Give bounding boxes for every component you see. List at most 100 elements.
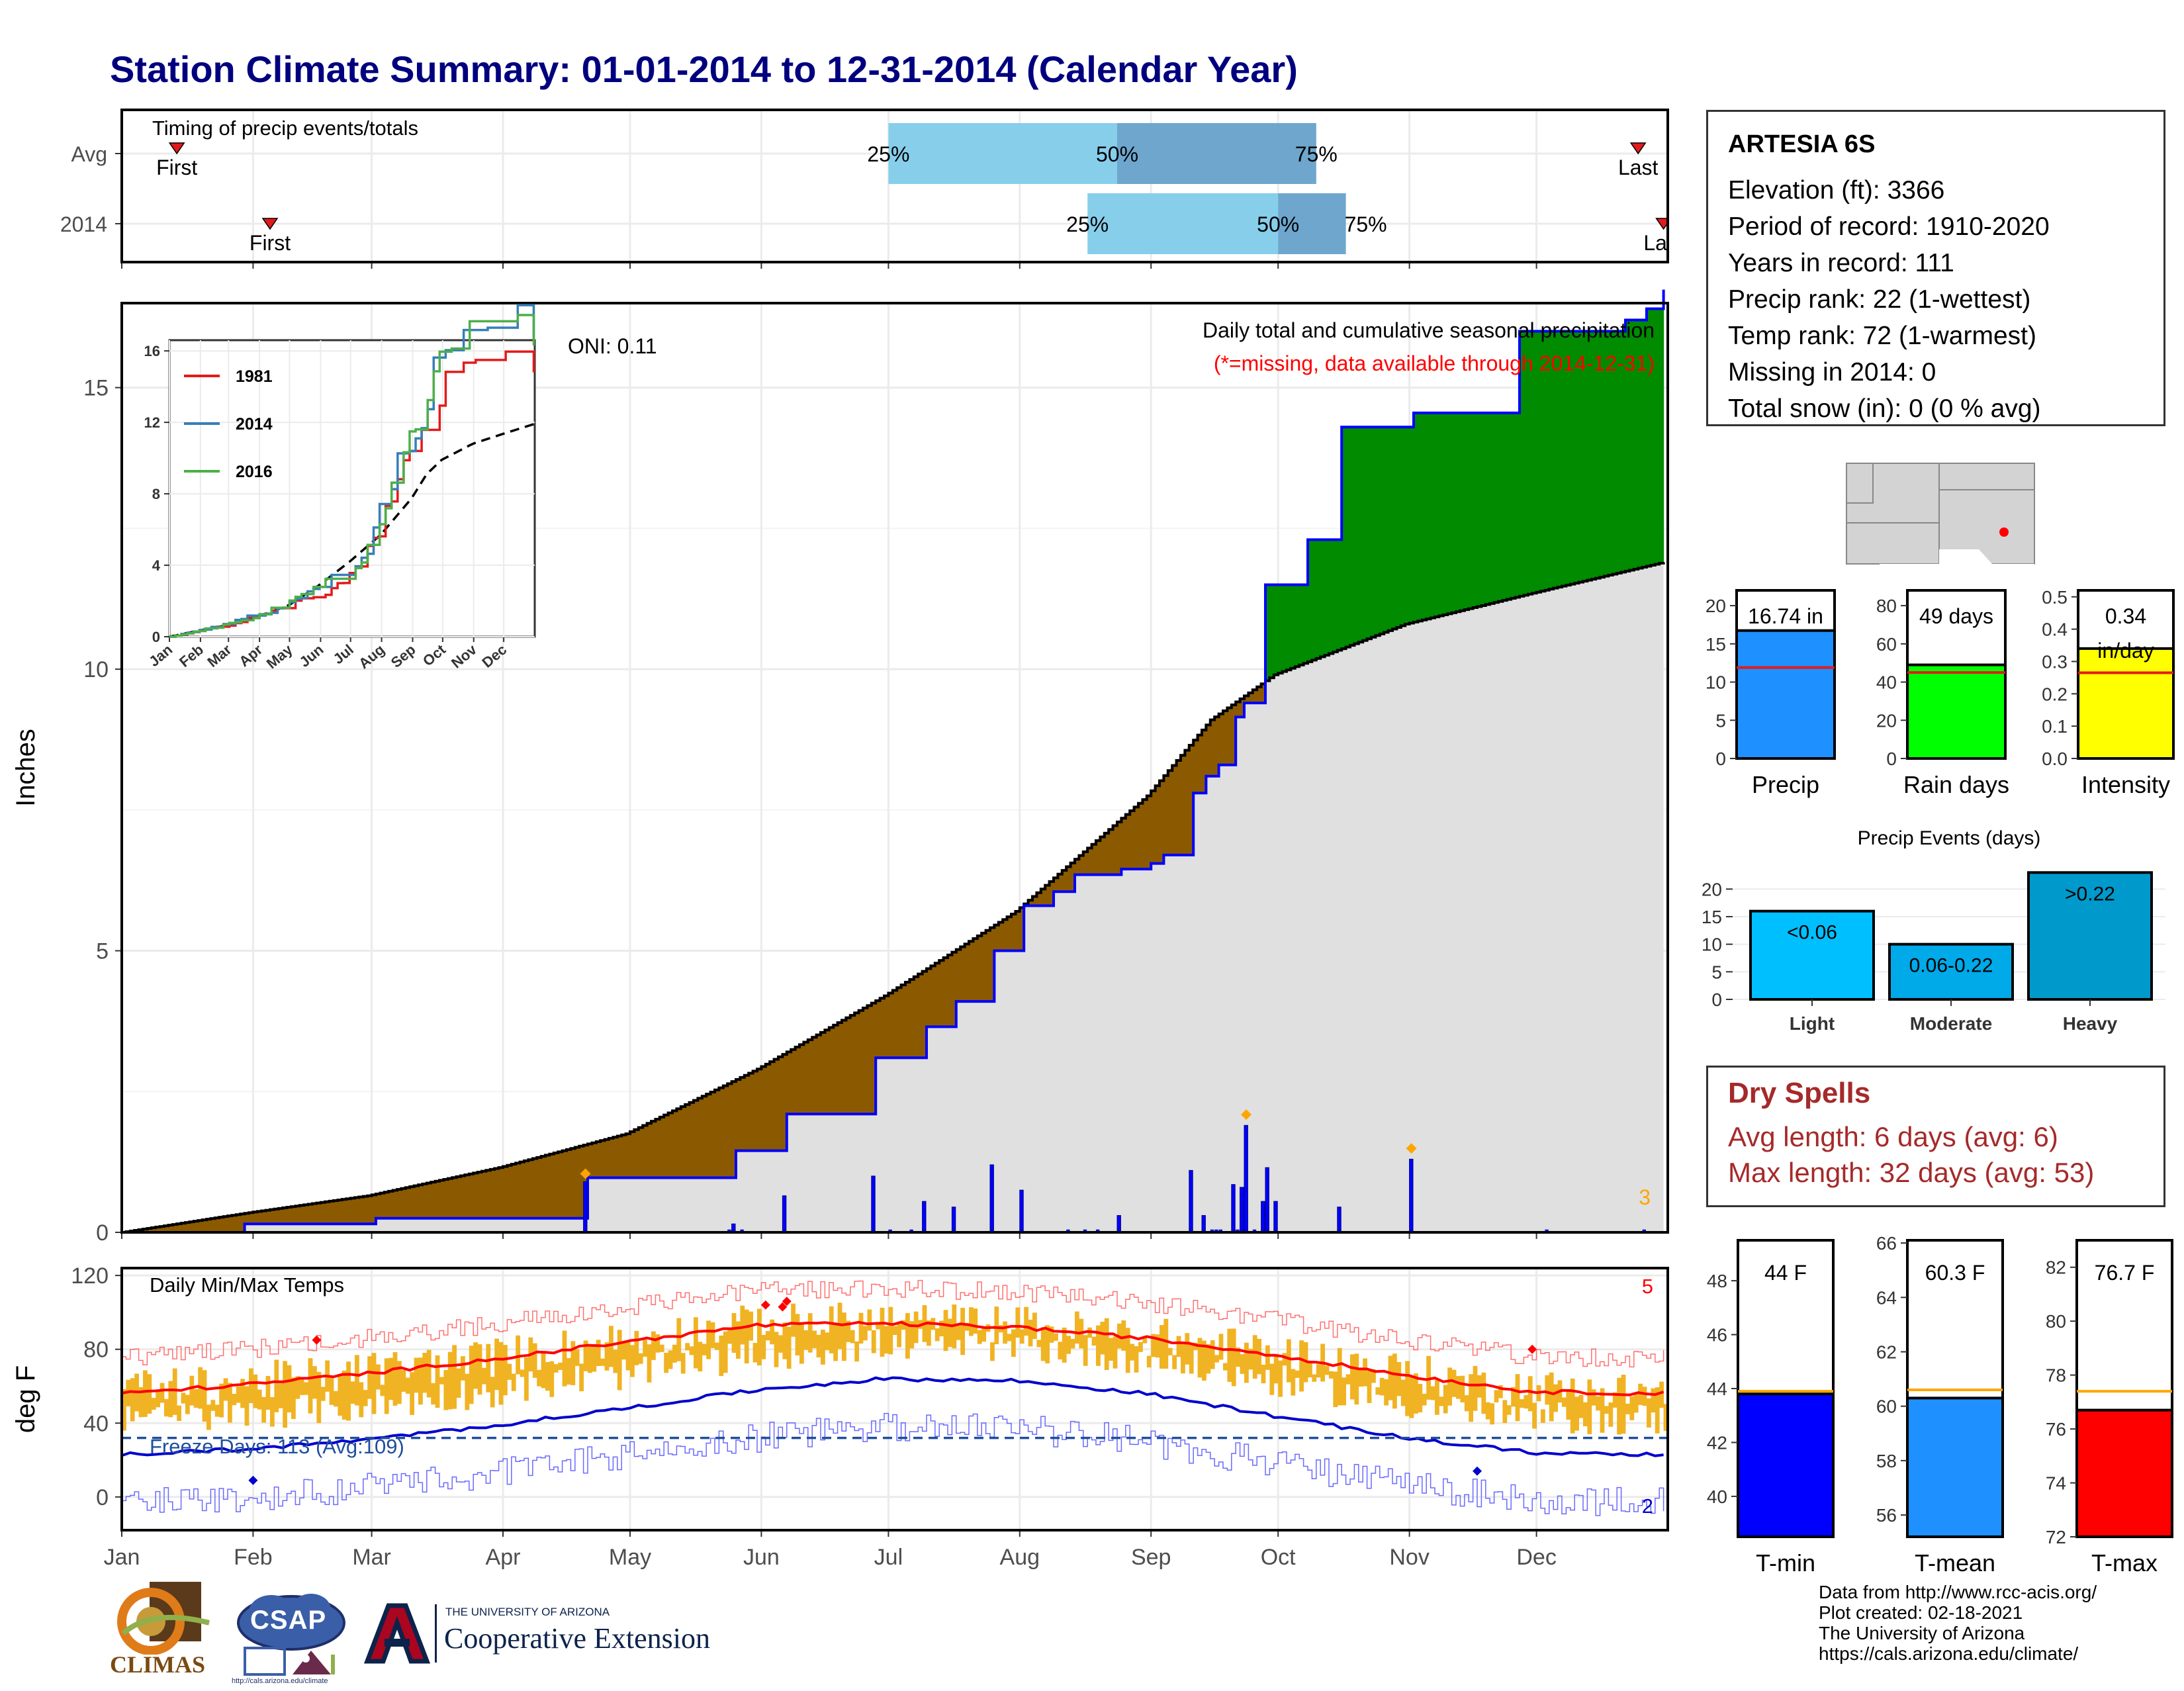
below-average-area bbox=[630, 1131, 635, 1178]
daily-temp-bar bbox=[1418, 1383, 1423, 1413]
below-average-area bbox=[1121, 818, 1126, 870]
temp-gauge-t-max-ytick-label: 72 bbox=[2046, 1527, 2066, 1547]
record-high-marker bbox=[782, 1297, 792, 1306]
above-average-area bbox=[1414, 412, 1418, 622]
observed-cumulative-line bbox=[122, 289, 1665, 1234]
above-average-area bbox=[1354, 427, 1359, 644]
timing-first-marker bbox=[261, 218, 279, 230]
daily-temp-bar bbox=[588, 1345, 592, 1373]
above-average-area bbox=[1367, 427, 1372, 639]
gauge-precip-ytick-label: 10 bbox=[1706, 672, 1726, 693]
daily-temp-bar bbox=[1633, 1393, 1639, 1413]
record-high-marker bbox=[1527, 1344, 1537, 1354]
below-average-area bbox=[443, 1179, 449, 1218]
daily-temp-bar bbox=[1524, 1394, 1529, 1409]
below-average-area bbox=[1049, 881, 1054, 906]
below-average-area bbox=[1019, 907, 1024, 951]
daily-precip-trace-bar bbox=[1545, 1229, 1549, 1232]
below-average-area bbox=[952, 952, 957, 1027]
daily-temp-bar bbox=[1527, 1376, 1533, 1412]
below-average-area bbox=[927, 968, 931, 1027]
daily-temp-bar bbox=[909, 1321, 915, 1349]
temp-y-axis-label: deg F bbox=[11, 1365, 40, 1433]
daily-temp-bar bbox=[388, 1357, 393, 1400]
below-average-area bbox=[757, 1069, 762, 1151]
timing-bar-p25-p50 bbox=[1087, 193, 1279, 254]
below-average-area bbox=[202, 1220, 207, 1232]
daily-temp-bar bbox=[960, 1308, 965, 1355]
record-high-marker bbox=[760, 1300, 770, 1310]
below-average-area bbox=[486, 1170, 491, 1218]
below-average-area bbox=[240, 1214, 246, 1232]
below-average-area bbox=[541, 1156, 546, 1218]
daily-temp-bar bbox=[803, 1330, 809, 1350]
daily-temp-bar bbox=[1252, 1335, 1257, 1379]
daily-temp-bar bbox=[1109, 1338, 1113, 1361]
precip-y-axis-label: Inches bbox=[11, 729, 40, 807]
timing-label-75: 75% bbox=[1345, 212, 1387, 236]
below-average-area bbox=[1189, 745, 1194, 855]
daily-temp-bar bbox=[138, 1387, 144, 1418]
month-label: Nov bbox=[1389, 1545, 1429, 1570]
temp-gauge-t-min-label: T-min bbox=[1756, 1549, 1815, 1577]
below-average-area bbox=[341, 1199, 347, 1224]
below-average-area bbox=[287, 1207, 292, 1224]
below-average-area bbox=[821, 1032, 825, 1115]
daily-temp-bar bbox=[1532, 1402, 1537, 1429]
daily-temp-bar bbox=[1282, 1353, 1287, 1366]
daily-temp-bar bbox=[261, 1396, 266, 1423]
daily-temp-bar bbox=[1409, 1377, 1414, 1418]
daily-temp-bar bbox=[638, 1353, 643, 1364]
daily-temp-bar bbox=[680, 1353, 686, 1374]
daily-temp-bar bbox=[630, 1345, 635, 1377]
daily-temp-bar bbox=[1358, 1368, 1363, 1387]
below-average-area bbox=[643, 1125, 648, 1178]
daily-precip-bar bbox=[1019, 1189, 1024, 1233]
daily-temp-bar bbox=[583, 1340, 588, 1371]
month-label: Jun bbox=[743, 1545, 780, 1570]
daily-temp-bar bbox=[384, 1358, 389, 1414]
above-average-area bbox=[1490, 412, 1495, 604]
daily-temp-bar bbox=[1574, 1396, 1579, 1431]
daily-temp-bar bbox=[1515, 1374, 1520, 1422]
month-label: Apr bbox=[486, 1545, 521, 1570]
daily-temp-bar bbox=[1477, 1375, 1482, 1398]
daily-precip-trace-bar bbox=[1252, 1229, 1257, 1232]
timing-first-marker bbox=[168, 142, 185, 155]
daily-temp-bar bbox=[765, 1331, 770, 1341]
station-info-panel: ARTESIA 6S Elevation (ft): 3366 Period o… bbox=[1706, 110, 2165, 426]
temp-gauge-t-mean-ytick-label: 60 bbox=[1876, 1396, 1897, 1417]
above-average-area bbox=[1426, 412, 1432, 619]
above-average-area bbox=[1587, 331, 1592, 580]
below-average-area bbox=[990, 927, 995, 1002]
daily-temp-bar bbox=[880, 1307, 885, 1357]
temp-gauge-t-mean-ytick-label: 66 bbox=[1876, 1233, 1897, 1254]
below-average-area bbox=[1160, 780, 1164, 864]
daily-temp-bar bbox=[465, 1373, 470, 1410]
climas-logo: CLIMAS bbox=[110, 1582, 222, 1681]
daily-temp-bar bbox=[782, 1322, 788, 1359]
temp-gauge-t-mean-label: T-mean bbox=[1915, 1549, 1995, 1577]
below-average-area bbox=[880, 998, 885, 1058]
daily-temp-bar bbox=[990, 1342, 995, 1361]
daily-temp-bar bbox=[304, 1382, 308, 1395]
daily-temp-bar bbox=[1269, 1363, 1275, 1395]
above-average-area bbox=[1527, 331, 1533, 594]
below-average-area bbox=[659, 1117, 664, 1178]
daily-temp-bar bbox=[1520, 1399, 1524, 1408]
daily-temp-bar bbox=[1185, 1333, 1190, 1365]
credit-plot-created: Plot created: 02-18-2021 bbox=[1819, 1602, 2023, 1623]
below-average-area bbox=[964, 944, 970, 1002]
station-precip-rank: Precip rank: 22 (1-wettest) bbox=[1728, 285, 2031, 314]
precip-events-title: Precip Events (days) bbox=[1858, 827, 2041, 849]
daily-temp-bar bbox=[214, 1404, 220, 1417]
daily-temp-bar bbox=[774, 1332, 779, 1367]
below-average-area bbox=[384, 1192, 389, 1218]
below-average-area bbox=[634, 1129, 639, 1178]
below-average-area bbox=[426, 1183, 432, 1218]
top-event-marker bbox=[580, 1168, 591, 1179]
above-average-area bbox=[1295, 584, 1300, 667]
below-average-area bbox=[876, 1000, 881, 1058]
daily-temp-bar bbox=[816, 1334, 821, 1357]
precip-panel-subtitle: (*=missing, data available through 2014-… bbox=[1214, 351, 1655, 375]
